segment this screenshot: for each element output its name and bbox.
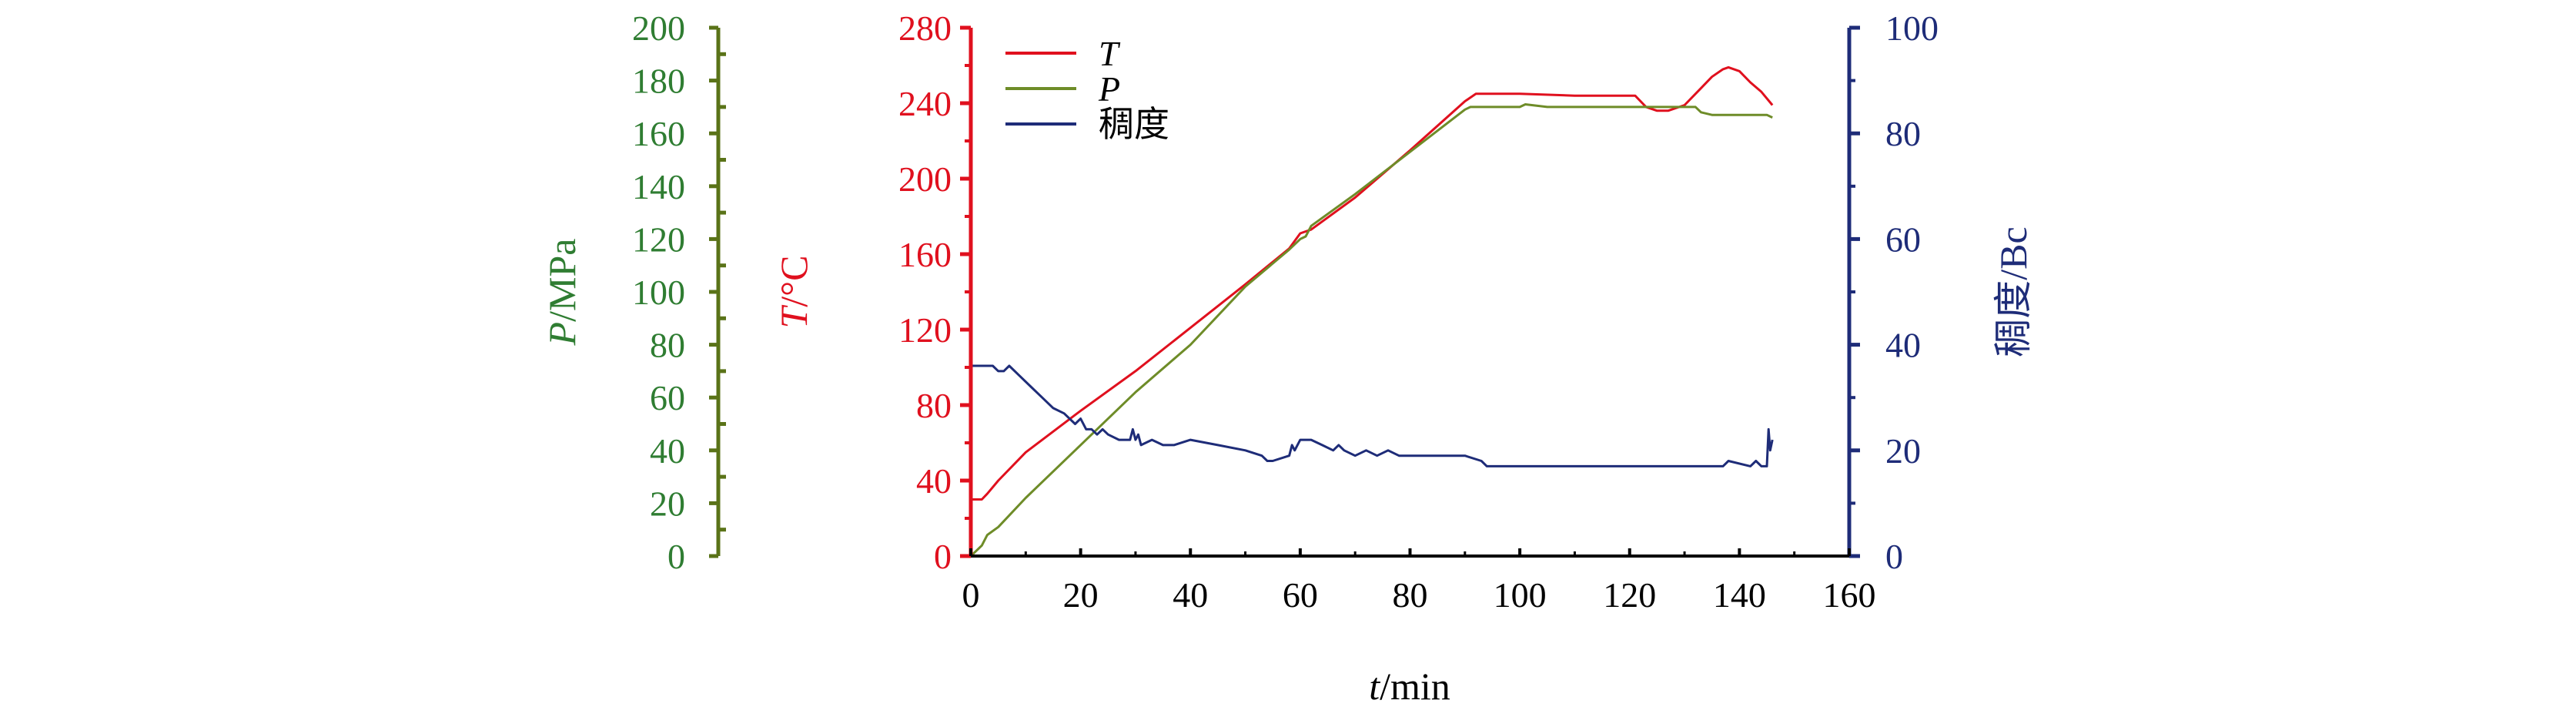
pressure-tick-label: 120 bbox=[632, 219, 685, 259]
temperature-tick-label: 120 bbox=[898, 310, 952, 350]
temperature-tick-label: 0 bbox=[934, 537, 952, 576]
consistency-tick-label: 60 bbox=[1885, 219, 1921, 259]
pressure-tick-label: 100 bbox=[632, 273, 685, 312]
x-tick-label: 100 bbox=[1494, 575, 1547, 615]
temperature-tick-label: 80 bbox=[916, 386, 952, 425]
pressure-tick-label: 140 bbox=[632, 167, 685, 206]
series-line-2 bbox=[971, 364, 1774, 467]
temperature-tick-label: 280 bbox=[898, 8, 952, 48]
temperature-tick-label: 240 bbox=[898, 84, 952, 123]
pressure-tick-label: 0 bbox=[667, 537, 685, 576]
legend-label-2: 稠度 bbox=[1099, 105, 1169, 144]
x-axis-title: t/min bbox=[1369, 665, 1450, 708]
consistency-tick-label: 100 bbox=[1885, 8, 1939, 48]
axes: 020406080100120140160180200P/MPa04080120… bbox=[540, 8, 2035, 708]
consistency-tick-label: 40 bbox=[1885, 326, 1921, 365]
consistency-tick-label: 80 bbox=[1885, 114, 1921, 153]
temperature-tick-label: 160 bbox=[898, 235, 952, 274]
series-line-1 bbox=[969, 103, 1773, 558]
consistency-tick-label: 20 bbox=[1885, 431, 1921, 471]
pressure-tick-label: 200 bbox=[632, 8, 685, 48]
pressure-axis-title: P/MPa bbox=[540, 239, 584, 347]
series-line-0 bbox=[971, 65, 1774, 501]
x-tick-label: 60 bbox=[1283, 575, 1318, 615]
legend-label-1: P bbox=[1098, 69, 1120, 109]
pressure-tick-label: 80 bbox=[650, 326, 685, 365]
pressure-tick-label: 40 bbox=[650, 431, 685, 471]
x-tick-label: 0 bbox=[962, 575, 980, 615]
legend-label-0: T bbox=[1099, 34, 1121, 73]
x-tick-label: 80 bbox=[1393, 575, 1428, 615]
pressure-tick-label: 180 bbox=[632, 62, 685, 101]
series-lines bbox=[969, 65, 1774, 558]
pressure-tick-label: 60 bbox=[650, 378, 685, 417]
x-tick-label: 20 bbox=[1063, 575, 1099, 615]
temperature-axis-title: T/°C bbox=[772, 255, 815, 328]
consistency-tick-label: 0 bbox=[1885, 537, 1903, 576]
x-tick-label: 120 bbox=[1603, 575, 1656, 615]
x-tick-label: 140 bbox=[1713, 575, 1766, 615]
pressure-tick-label: 20 bbox=[650, 484, 685, 523]
pressure-tick-label: 160 bbox=[632, 114, 685, 153]
consistency-axis-title: 稠度/Bc bbox=[1992, 226, 2035, 357]
temperature-tick-label: 200 bbox=[898, 159, 952, 199]
x-tick-label: 40 bbox=[1173, 575, 1208, 615]
temperature-tick-label: 40 bbox=[916, 461, 952, 501]
x-tick-label: 160 bbox=[1823, 575, 1876, 615]
